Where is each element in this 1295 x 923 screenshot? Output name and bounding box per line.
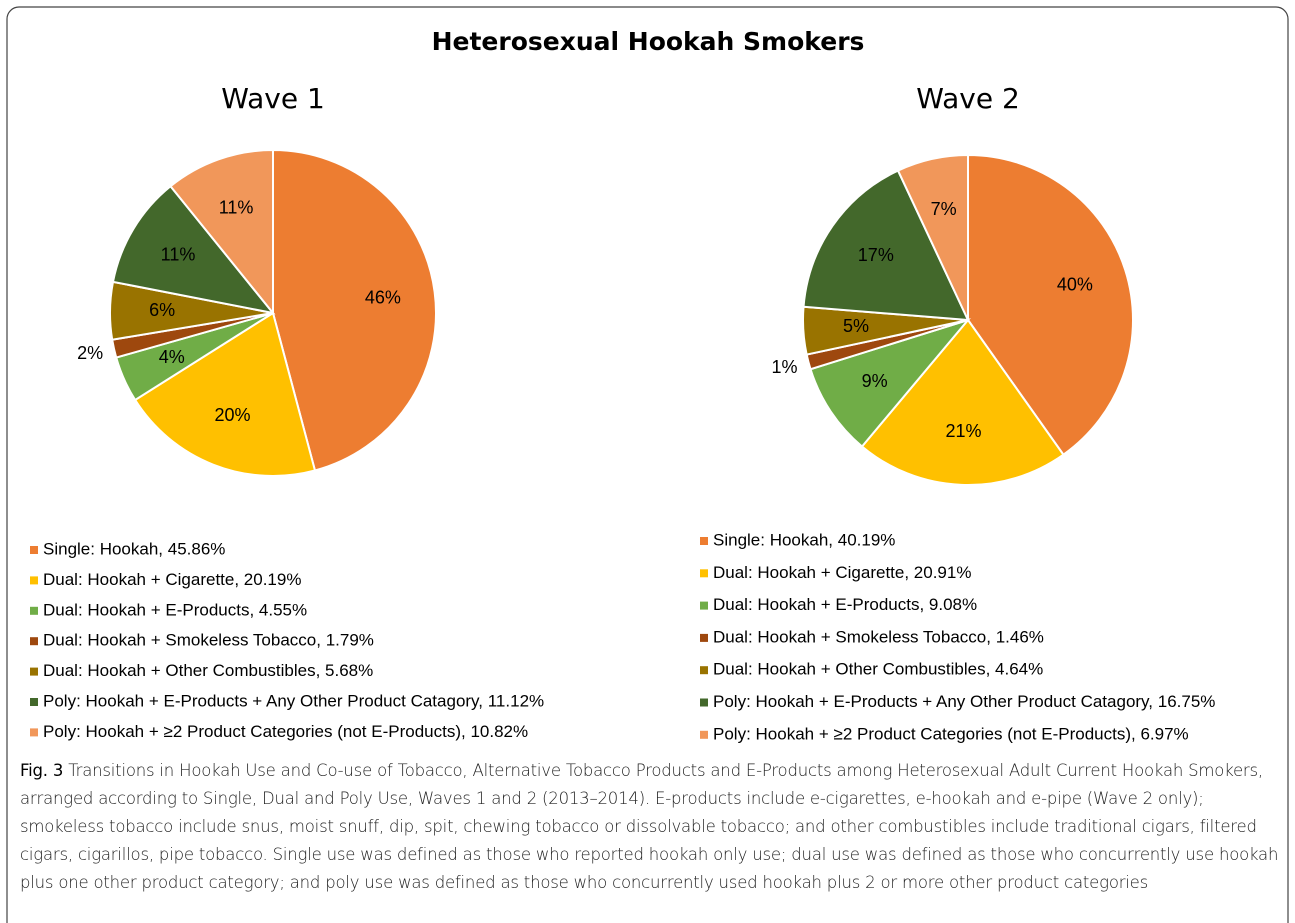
legend-swatch [30, 606, 38, 615]
data-label: 6% [149, 300, 175, 320]
data-label: 5% [843, 316, 869, 336]
legend-swatch [30, 667, 38, 676]
legend-swatch [30, 576, 38, 585]
pie-slice [272, 148, 437, 472]
legend-label: Dual: Hookah + E-Products, 9.08% [713, 595, 977, 614]
legend-swatch [700, 601, 708, 610]
data-label: 4% [159, 347, 185, 367]
legend-swatch [30, 637, 38, 646]
legend-label: Poly: Hookah + ≥2 Product Categories (no… [713, 724, 1189, 743]
legend-label: Dual: Hookah + Smokeless Tobacco, 1.46% [713, 627, 1044, 646]
pie-slice [133, 311, 317, 477]
legend-swatch [700, 569, 708, 578]
pie-slice [860, 318, 1065, 486]
pie-slice [896, 153, 969, 321]
legend-swatch [700, 537, 708, 545]
legend-label: Poly: Hookah + ≥2 Product Categories (no… [43, 722, 528, 741]
figure-title: Heterosexual Hookah Smokers [432, 27, 865, 56]
legend-label: Single: Hookah, 40.19% [713, 530, 895, 549]
legend-label: Dual: Hookah + Smokeless Tobacco, 1.79% [43, 631, 374, 650]
legend-swatch [700, 666, 708, 675]
legend-label: Dual: Hookah + Cigarette, 20.19% [43, 570, 301, 589]
legend-swatch [700, 730, 708, 739]
pie-slice [802, 169, 970, 322]
pie-title: Wave 2 [916, 82, 1020, 115]
caption-text: Transitions in Hookah Use and Co-use of … [20, 761, 1279, 892]
data-label: 7% [931, 199, 957, 219]
data-label: 21% [945, 421, 981, 441]
legend-label: Dual: Hookah + Other Combustibles, 5.68% [43, 661, 373, 680]
legend-label: Dual: Hookah + Other Combustibles, 4.64% [713, 660, 1043, 679]
frame [6, 6, 1289, 923]
data-label: 2% [77, 343, 103, 363]
pie-slice [169, 148, 274, 316]
legend-swatch [700, 633, 708, 642]
legend-swatch [30, 698, 38, 706]
caption: Fig. 3 Transitions in Hookah Use and Co-… [20, 757, 1282, 897]
data-label: 11% [219, 197, 254, 217]
data-label: 9% [862, 371, 888, 391]
data-label: 40% [1057, 275, 1093, 295]
legend-swatch [30, 728, 38, 737]
data-label: 11% [161, 245, 196, 265]
data-label: 1% [771, 357, 797, 377]
pie-slice [809, 318, 971, 448]
caption-label: Fig. 3 [20, 761, 64, 780]
legend-swatch [700, 698, 708, 707]
data-label: 20% [215, 405, 251, 425]
pie-slice [111, 184, 276, 315]
pie-slice [967, 153, 1134, 457]
legend-label: Dual: Hookah + E-Products, 4.55% [43, 600, 307, 619]
pie-title: Wave 1 [221, 82, 325, 115]
legend-label: Dual: Hookah + Cigarette, 20.91% [713, 563, 971, 582]
data-label: 17% [858, 245, 894, 265]
legend-label: Poly: Hookah + E-Products + Any Other Pr… [43, 691, 544, 710]
legend-label: Poly: Hookah + E-Products + Any Other Pr… [713, 692, 1215, 711]
legend-swatch [30, 546, 38, 554]
data-label: 46% [365, 287, 401, 307]
legend-label: Single: Hookah, 45.86% [43, 539, 225, 558]
